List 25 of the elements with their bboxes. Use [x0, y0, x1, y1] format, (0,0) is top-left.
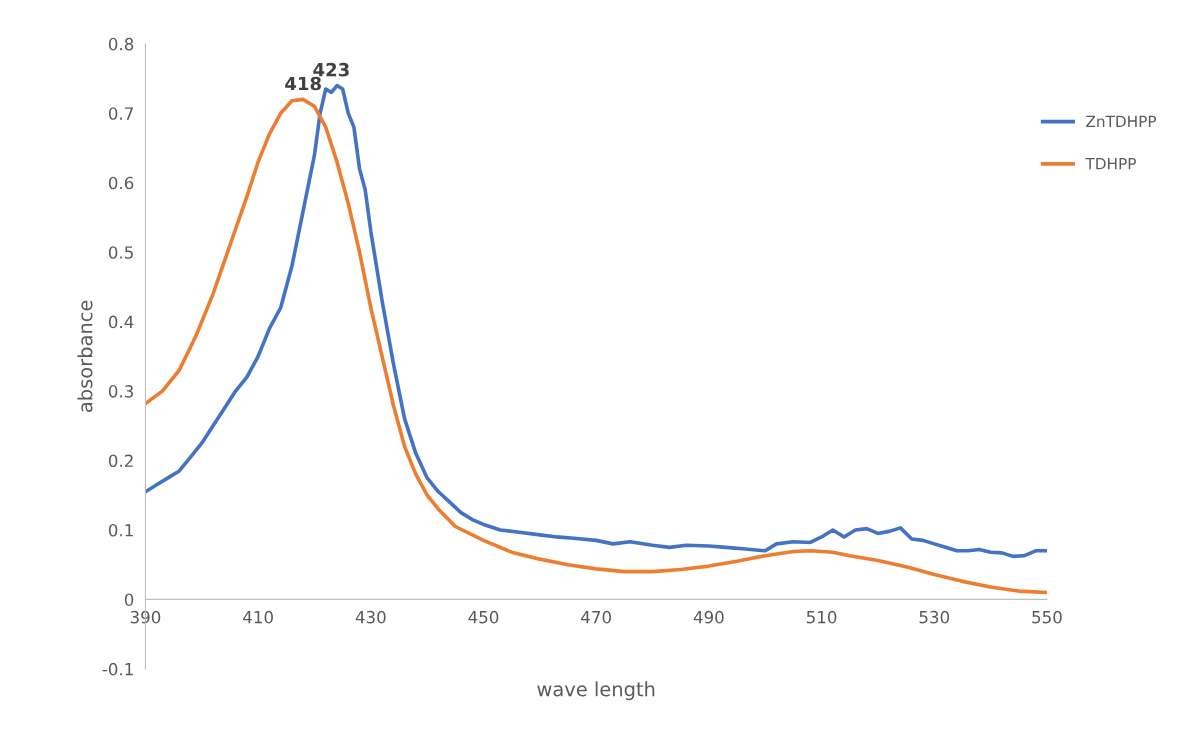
x-tick-label: 410	[243, 610, 273, 624]
y-axis-title: absorbance	[77, 300, 93, 412]
y-tick-label: 0.7	[108, 107, 133, 120]
y-tick-label: 0.6	[108, 176, 134, 190]
y-tick-label: 0.3	[108, 385, 133, 398]
x-tick-label: 430	[355, 610, 386, 624]
y-tick-label: 0.4	[108, 315, 134, 329]
x-tick-label: 390	[130, 610, 161, 624]
x-tick-label: 470	[581, 610, 611, 624]
x-tick-label: 510	[806, 610, 837, 624]
legend-label: ZnTDHPP	[1086, 115, 1157, 127]
legend-label: TDHPP	[1085, 158, 1136, 170]
x-axis-title: wave length	[537, 681, 655, 701]
x-tick-label: 530	[919, 610, 950, 624]
y-tick-label: 0	[124, 593, 134, 606]
annotation: 423	[313, 62, 349, 77]
x-tick-label: 450	[468, 610, 499, 624]
y-tick-label: 0.2	[108, 454, 133, 468]
x-tick-label: 550	[1032, 610, 1062, 624]
y-tick-label: 0.1	[108, 523, 133, 537]
y-tick-label: 0.8	[108, 37, 134, 51]
annotation: 418	[285, 76, 321, 91]
x-tick-label: 490	[693, 610, 724, 624]
y-tick-label: -0.1	[102, 662, 133, 676]
y-tick-label: 0.5	[108, 246, 133, 259]
